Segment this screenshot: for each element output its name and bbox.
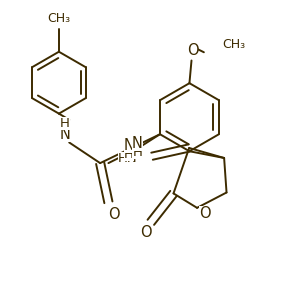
Text: N: N bbox=[132, 136, 143, 151]
Text: O: O bbox=[108, 207, 119, 222]
Text: O: O bbox=[187, 43, 198, 58]
Text: H: H bbox=[60, 118, 70, 130]
Text: HN: HN bbox=[118, 152, 138, 165]
Text: CH₃: CH₃ bbox=[47, 12, 70, 25]
Text: H: H bbox=[124, 148, 134, 161]
Text: O: O bbox=[140, 225, 151, 240]
Text: O: O bbox=[199, 206, 211, 221]
Text: H: H bbox=[132, 146, 142, 159]
Text: N: N bbox=[60, 127, 70, 142]
Text: CH₃: CH₃ bbox=[222, 37, 246, 51]
Text: N: N bbox=[124, 138, 134, 153]
